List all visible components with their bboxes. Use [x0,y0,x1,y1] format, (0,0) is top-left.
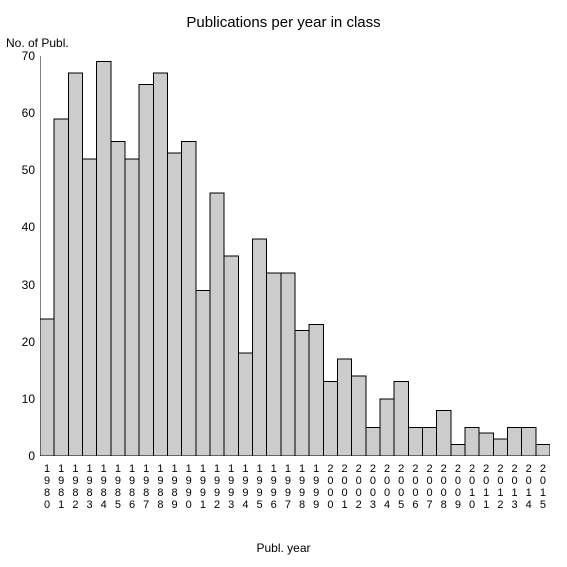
x-tick-label: 2 0 0 2 [352,463,366,511]
x-tick-label: 2 0 1 1 [479,463,493,511]
bar [267,273,281,456]
x-tick-label: 2 0 0 4 [380,463,394,511]
bar [380,399,394,456]
bars-group [40,62,550,456]
bar [394,382,408,456]
bar [139,85,153,456]
y-tick-label: 0 [7,449,35,463]
bar [536,445,550,456]
chart-container: Publications per year in class No. of Pu… [0,0,567,567]
x-tick-label: 2 0 1 4 [522,463,536,511]
chart-title: Publications per year in class [0,14,567,31]
plot-area [40,56,550,456]
x-tick-label: 1 9 8 3 [83,463,97,511]
bar [210,193,224,456]
y-tick-label: 10 [7,392,35,406]
bar [224,256,238,456]
x-tick-label: 2 0 0 6 [408,463,422,511]
bar [479,433,493,456]
bar [238,353,252,456]
bar [465,427,479,456]
x-tick-label: 1 9 8 5 [111,463,125,511]
x-tick-label: 2 0 1 3 [508,463,522,511]
bar [295,330,309,456]
bar [40,319,54,456]
x-tick-label: 2 0 1 2 [493,463,507,511]
bar [352,376,366,456]
y-axis-label: No. of Publ. [6,36,69,50]
bar [493,439,507,456]
x-tick-label: 2 0 1 5 [536,463,550,511]
x-tick-label: 1 9 8 2 [68,463,82,511]
x-tick-label: 1 9 9 3 [224,463,238,511]
y-tick-label: 60 [7,106,35,120]
bar [323,382,337,456]
bar [168,153,182,456]
bar [111,142,125,456]
y-tick-label: 70 [7,49,35,63]
x-tick-label: 2 0 0 0 [323,463,337,511]
x-tick-label: 1 9 9 0 [182,463,196,511]
x-tick-label: 1 9 9 2 [210,463,224,511]
x-tick-label: 1 9 9 8 [295,463,309,511]
x-tick-label: 1 9 8 9 [168,463,182,511]
x-tick-label: 2 0 0 3 [366,463,380,511]
x-tick-label: 1 9 9 4 [238,463,252,511]
x-tick-label: 2 0 0 7 [423,463,437,511]
bar [451,445,465,456]
y-tick-label: 20 [7,335,35,349]
x-tick-label: 1 9 9 9 [309,463,323,511]
bar [83,159,97,456]
bar [366,427,380,456]
bar [153,73,167,456]
x-tick-label: 1 9 9 5 [253,463,267,511]
x-tick-label: 1 9 9 7 [281,463,295,511]
bar [125,159,139,456]
bar [437,410,451,456]
bar [309,325,323,456]
y-tick-label: 50 [7,163,35,177]
y-tick-label: 40 [7,220,35,234]
x-tick-label: 1 9 8 7 [139,463,153,511]
x-tick-labels: 1 9 8 01 9 8 11 9 8 21 9 8 31 9 8 41 9 8… [40,460,550,520]
x-tick-label: 1 9 9 6 [267,463,281,511]
bar [97,62,111,456]
x-tick-label: 2 0 1 0 [465,463,479,511]
bar [196,290,210,456]
x-tick-label: 2 0 0 5 [394,463,408,511]
x-tick-label: 2 0 0 8 [437,463,451,511]
bar [54,119,68,456]
bar [522,427,536,456]
x-tick-label: 2 0 0 9 [451,463,465,511]
x-tick-label: 1 9 8 1 [54,463,68,511]
x-tick-label: 1 9 8 4 [97,463,111,511]
x-tick-label: 1 9 8 0 [40,463,54,511]
bar [182,142,196,456]
x-axis-label: Publ. year [0,541,567,555]
bar [253,239,267,456]
x-tick-label: 2 0 0 1 [338,463,352,511]
x-tick-label: 1 9 8 6 [125,463,139,511]
bar [281,273,295,456]
bar [508,427,522,456]
y-tick-label: 30 [7,278,35,292]
bar [423,427,437,456]
x-tick-label: 1 9 9 1 [196,463,210,511]
bar [338,359,352,456]
x-tick-label: 1 9 8 8 [153,463,167,511]
bar [68,73,82,456]
bar [408,427,422,456]
